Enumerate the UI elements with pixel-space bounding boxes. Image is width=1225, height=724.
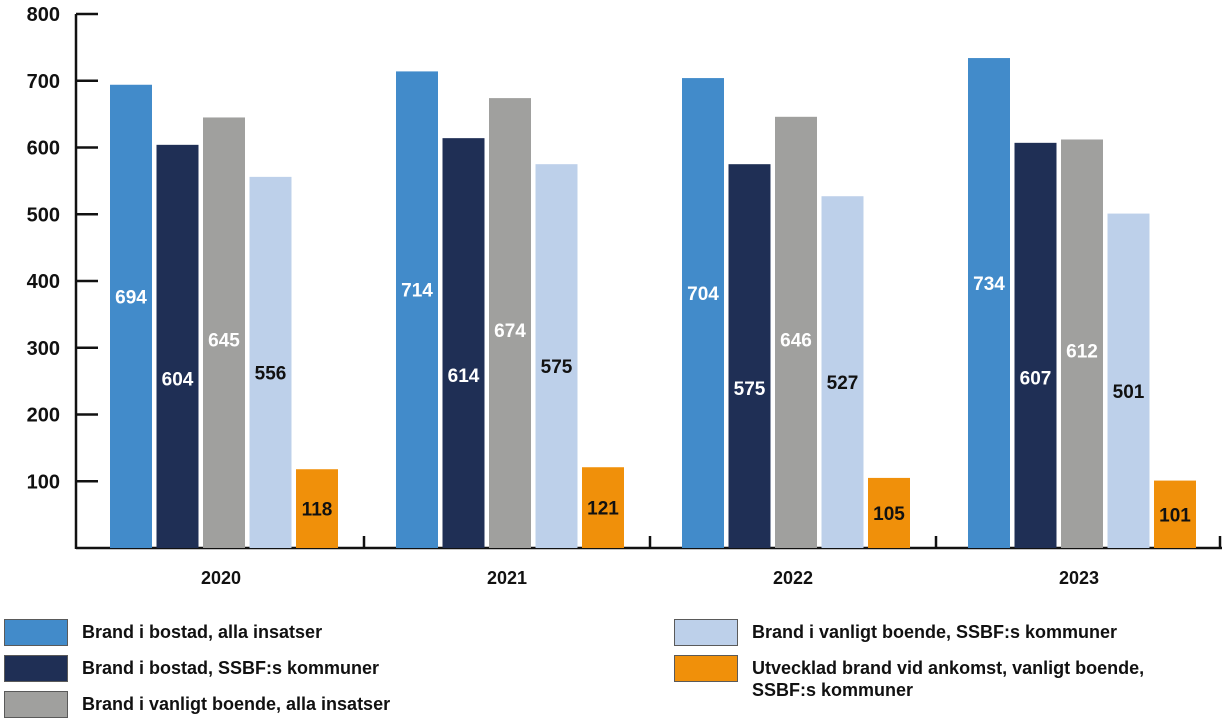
bar <box>396 71 438 548</box>
bar <box>682 78 724 548</box>
bar <box>1061 139 1103 549</box>
legend-item-utvecklad-brand: Utvecklad brand vid ankomst, vanligt boe… <box>674 655 1144 701</box>
legend-swatch <box>4 655 68 682</box>
bar <box>203 117 245 549</box>
data-label: 714 <box>401 281 433 302</box>
bar-chart: 100 200 300 400 500 600 700 800 2020 2021 2022 202… <box>27 4 1222 588</box>
value-labels: 694 604 645 556 118 714 614 674 575 121 704 575 646 5… <box>115 274 1191 526</box>
y-tick-label: 100 <box>27 471 60 493</box>
y-tick-label: 700 <box>27 71 60 93</box>
bar <box>489 98 531 548</box>
legend-item-brand-bostad-alla: Brand i bostad, alla insatser <box>4 619 322 646</box>
data-label: 105 <box>873 504 905 525</box>
legend-item-vanligt-boende-alla: Brand i vanligt boende, alla insatser <box>4 691 390 718</box>
legend-label: Brand i vanligt boende, SSBF:s kommuner <box>752 622 1118 642</box>
bar <box>1014 142 1057 548</box>
y-tick-label: 400 <box>27 271 60 293</box>
x-tick-label: 2023 <box>1059 568 1099 588</box>
x-tick-label: 2021 <box>487 568 527 588</box>
bar <box>728 164 771 548</box>
data-label: 118 <box>302 500 333 521</box>
bar <box>868 477 910 548</box>
bar <box>249 176 292 548</box>
x-tick-label: 2020 <box>201 568 241 588</box>
legend-swatch <box>674 655 738 682</box>
data-label: 527 <box>827 373 859 394</box>
data-label: 674 <box>494 321 526 342</box>
legend-swatch <box>4 691 68 718</box>
y-tick-label: 200 <box>27 405 60 427</box>
bar <box>582 467 624 548</box>
legend-label: Brand i bostad, SSBF:s kommuner <box>82 658 380 678</box>
bar <box>535 164 578 548</box>
legend-label: Utvecklad brand vid ankomst, vanligt boe… <box>752 658 1145 700</box>
legend-item-brand-bostad-ssbf: Brand i bostad, SSBF:s kommuner <box>4 655 379 682</box>
x-tick-label: 2022 <box>773 568 813 588</box>
bar <box>968 58 1010 549</box>
data-label: 614 <box>448 366 480 387</box>
bar <box>110 84 152 548</box>
bar <box>821 196 864 549</box>
data-label: 607 <box>1020 368 1052 389</box>
data-label: 645 <box>208 331 240 352</box>
data-label: 734 <box>973 274 1005 295</box>
legend-label: Brand i bostad, alla insatser <box>82 622 323 642</box>
data-label: 604 <box>162 369 194 390</box>
legend-label: Brand i vanligt boende, alla insatser <box>82 694 391 714</box>
y-tick-label: 600 <box>27 138 60 160</box>
legend-item-vanligt-boende-ssbf: Brand i vanligt boende, SSBF:s kommuner <box>674 619 1117 646</box>
data-label: 575 <box>541 357 573 378</box>
data-label: 121 <box>587 499 619 520</box>
data-label: 704 <box>687 284 719 305</box>
y-axis: 100 200 300 400 500 600 700 800 <box>27 4 98 549</box>
y-tick-label: 500 <box>27 204 60 226</box>
data-label: 101 <box>1159 505 1191 526</box>
bar <box>1107 213 1150 548</box>
data-label: 575 <box>734 379 766 400</box>
legend-swatch <box>4 619 68 646</box>
bars <box>110 58 1196 549</box>
bar <box>1154 480 1196 548</box>
bar <box>296 469 338 548</box>
bar <box>156 144 199 548</box>
bar <box>775 116 817 549</box>
data-label: 612 <box>1066 342 1098 363</box>
y-tick-label: 800 <box>27 4 60 26</box>
data-label: 501 <box>1113 382 1145 403</box>
bar <box>442 138 485 548</box>
data-label: 556 <box>255 363 287 384</box>
y-tick-label: 300 <box>27 338 60 360</box>
data-label: 694 <box>115 287 147 308</box>
legend-swatch <box>674 619 738 646</box>
data-label: 646 <box>780 330 812 351</box>
